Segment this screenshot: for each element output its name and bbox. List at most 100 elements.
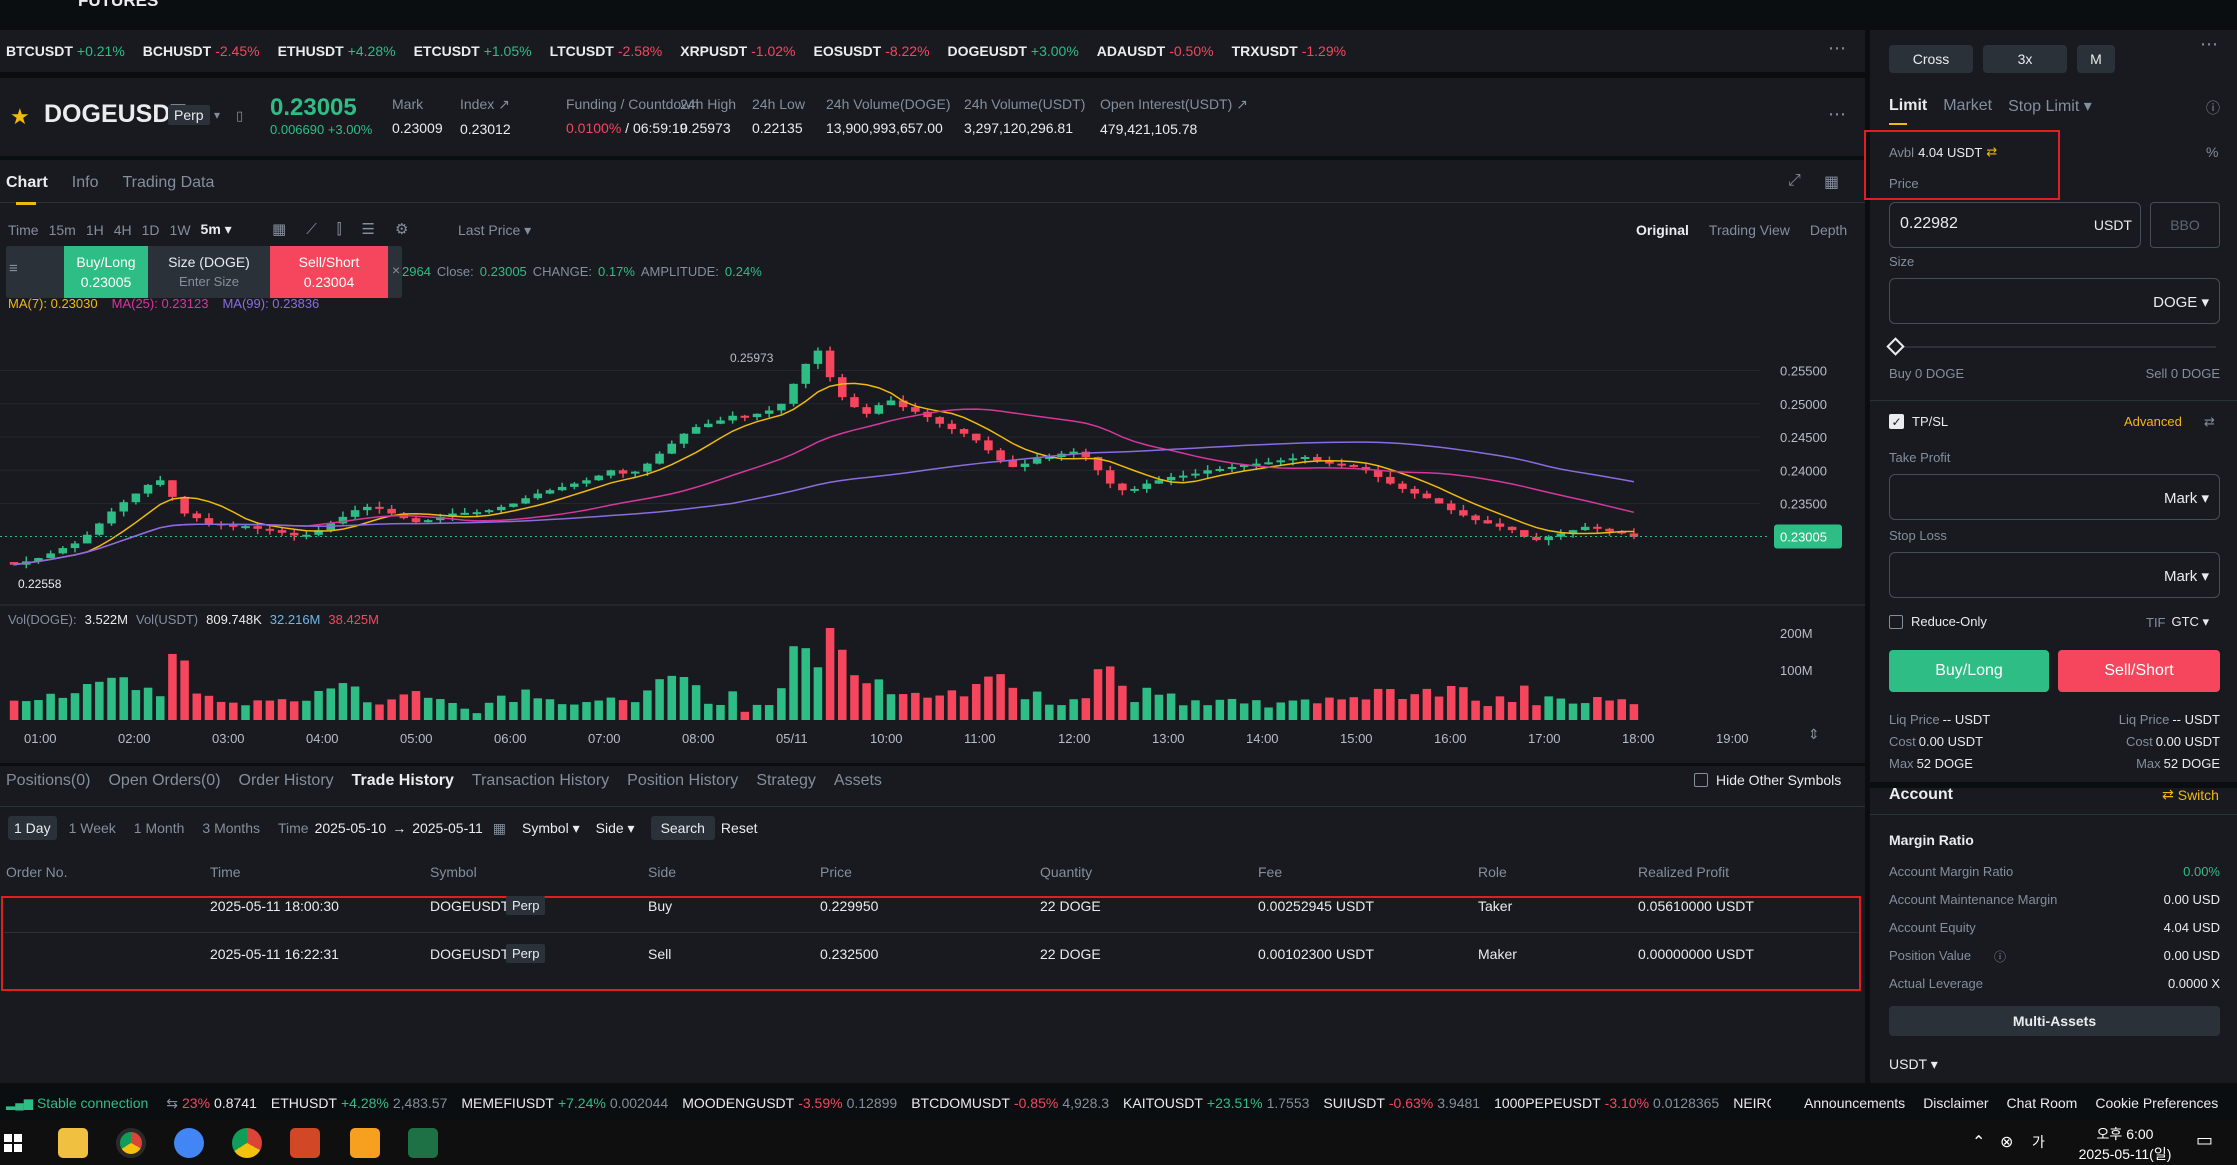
view-option[interactable]: Depth (1809, 222, 1848, 238)
settings-icon[interactable]: ⚙ (394, 221, 409, 238)
stop-loss-input[interactable]: Mark ▾ (1889, 552, 2220, 598)
more-icon[interactable]: ⋯ (1828, 38, 1846, 58)
percent-icon[interactable]: % (2206, 144, 2219, 160)
ticker-item[interactable]: BTCUSDT +0.21% (6, 43, 125, 59)
order-type-tab[interactable]: Stop Limit ▾ (2008, 98, 2092, 115)
sublime-icon[interactable] (350, 1128, 380, 1158)
order-tab[interactable]: Order History (238, 772, 334, 789)
notification-icon[interactable]: ▭ (2196, 1130, 2214, 1150)
quick-sell-button[interactable]: Sell/Short 0.23004 (270, 246, 388, 298)
footer-link[interactable]: Disclaimer (1923, 1095, 1989, 1111)
table-row[interactable]: 2025-05-11 16:22:31 DOGEUSDT Perp Sell 0.232… (0, 936, 1860, 974)
marquee-item[interactable]: MEMEFIUSDT +7.24% 0.002044 (461, 1095, 668, 1111)
drag-handle-icon[interactable]: ≡ (9, 260, 18, 277)
checkbox[interactable] (1694, 773, 1708, 787)
search-button[interactable]: Search (650, 816, 715, 840)
marquee-item[interactable]: KAITOUSDT +23.51% 1.7553 (1123, 1095, 1309, 1111)
chrome-profile-icon[interactable] (232, 1128, 262, 1158)
currency-select[interactable]: USDT ▾ (1889, 1056, 1938, 1072)
swap-icon[interactable]: ⇄ (2204, 414, 2215, 429)
calendar-icon[interactable]: ▦ (492, 819, 507, 836)
price-type-select[interactable]: Last Price ▾ (458, 222, 532, 238)
order-tab[interactable]: Trade History (351, 772, 454, 789)
interval-option[interactable]: 5m ▾ (200, 221, 232, 237)
file-explorer-icon[interactable] (58, 1128, 88, 1158)
quick-size-input[interactable]: Size (DOGE) Enter Size (148, 246, 270, 298)
layout-icon[interactable]: ▦ (1824, 174, 1840, 191)
range-option[interactable]: 1 Day (8, 816, 57, 840)
powerpoint-icon[interactable] (290, 1128, 320, 1158)
order-tab[interactable]: Strategy (756, 772, 816, 789)
size-input[interactable]: DOGE ▾ (1889, 278, 2220, 324)
slider-handle[interactable] (1886, 337, 1905, 356)
interval-option[interactable]: 1W (169, 221, 191, 238)
marquee-item[interactable]: ETHUSDT +4.28% 2,483.57 (271, 1095, 448, 1111)
interval-option[interactable]: 15m (48, 221, 76, 238)
date-to[interactable]: 2025-05-11 (412, 820, 483, 836)
marquee-item[interactable]: SUIUSDT -0.63% 3.9481 (1323, 1095, 1480, 1111)
reduce-only-toggle[interactable]: Reduce-Only (1889, 614, 1987, 629)
candlestick-chart[interactable]: 0.25500 0.25000 0.24500 0.24000 0.23500 0.259… (0, 308, 1865, 763)
ticker-item[interactable]: BCHUSDT -2.45% (143, 43, 260, 59)
order-tab[interactable]: Open Orders(0) (108, 772, 221, 789)
footer-link[interactable]: Announcements (1804, 1095, 1906, 1111)
view-option[interactable]: Trading View (1708, 222, 1790, 238)
chart-tab[interactable]: Chart (6, 174, 48, 191)
margin-mode-button[interactable]: M (2077, 45, 2115, 73)
marquee-item[interactable]: NEIROET (1733, 1095, 1771, 1111)
ticker-item[interactable]: TRXUSDT -1.29% (1232, 43, 1346, 59)
range-option[interactable]: 1 Week (68, 820, 116, 836)
side-filter[interactable]: Side ▾ (595, 819, 635, 836)
ticker-item[interactable]: DOGEUSDT +3.00% (948, 43, 1079, 59)
multi-assets-button[interactable]: Multi-Assets (1889, 1006, 2220, 1036)
quick-buy-button[interactable]: Buy/Long 0.23005 (64, 246, 148, 298)
close-icon[interactable]: × (392, 262, 401, 278)
table-row[interactable]: 2025-05-11 18:00:30 DOGEUSDT Perp Buy 0.2299… (0, 888, 1860, 926)
advanced-link[interactable]: Advanced (2124, 414, 2182, 429)
template-icon[interactable]: ☰ (361, 221, 375, 238)
interval-option[interactable]: 1D (141, 221, 160, 238)
chart-tab[interactable]: Info (71, 174, 99, 191)
marquee-item[interactable]: 1000PEPEUSDT -3.10% 0.0128365 (1494, 1095, 1719, 1111)
reset-button[interactable]: Reset (720, 820, 758, 836)
buy-long-button[interactable]: Buy/Long (1889, 650, 2049, 692)
clock[interactable]: 오후 6:00 2025-05-11(일) (2060, 1124, 2190, 1164)
range-option[interactable]: 1 Month (133, 820, 185, 836)
sell-short-button[interactable]: Sell/Short (2058, 650, 2220, 692)
star-icon[interactable]: ★ (10, 104, 30, 129)
tp-unit[interactable]: Mark ▾ (2163, 490, 2209, 507)
tif-select[interactable]: TIF GTC ▾ (2146, 614, 2209, 630)
windows-start-icon[interactable] (4, 1134, 22, 1152)
interval-option[interactable]: 4H (113, 221, 132, 238)
margin-mode-button[interactable]: Cross (1889, 45, 1973, 73)
interval-option[interactable]: 1H (85, 221, 104, 238)
app-icon[interactable] (174, 1128, 204, 1158)
checkbox-checked-icon[interactable]: ✓ (1889, 414, 1904, 429)
ticker-item[interactable]: LTCUSDT -2.58% (550, 43, 663, 59)
size-slider[interactable] (1894, 346, 2216, 348)
chevron-down-icon[interactable]: ▾ (214, 108, 221, 122)
chart-tab[interactable]: Trading Data (122, 174, 215, 191)
info-icon[interactable]: ⓘ (2206, 100, 2220, 116)
help-icon[interactable]: ⓘ (1994, 950, 2007, 964)
footer-link[interactable]: Chat Room (2006, 1095, 2078, 1111)
order-type-tab[interactable]: Market (1943, 97, 1993, 114)
scale-icon[interactable]: ⇕ (1808, 726, 1820, 742)
tray-chevron-icon[interactable]: ⌃ (1972, 1134, 1986, 1151)
order-tab[interactable]: Positions(0) (6, 772, 91, 789)
more-icon[interactable]: ⋯ (1828, 104, 1846, 124)
order-tab[interactable]: Transaction History (471, 772, 610, 789)
excel-icon[interactable] (408, 1128, 438, 1158)
take-profit-input[interactable]: Mark ▾ (1889, 474, 2220, 520)
marquee-item[interactable]: MOODENGUSDT -3.59% 0.12899 (682, 1095, 897, 1111)
order-tab[interactable]: Assets (833, 772, 882, 789)
chrome-icon[interactable] (116, 1128, 146, 1158)
margin-mode-button[interactable]: 3x (1983, 45, 2067, 73)
range-option[interactable]: 3 Months (202, 820, 260, 836)
ticker-item[interactable]: ETCUSDT +1.05% (414, 43, 532, 59)
more-icon[interactable]: ⋯ (2200, 34, 2218, 54)
chart-icon[interactable]: ▯ (236, 108, 244, 123)
date-from[interactable]: 2025-05-10 (314, 820, 387, 836)
ticker-item[interactable]: ETHUSDT +4.28% (278, 43, 396, 59)
ime-icon[interactable]: 가 (2032, 1134, 2045, 1150)
